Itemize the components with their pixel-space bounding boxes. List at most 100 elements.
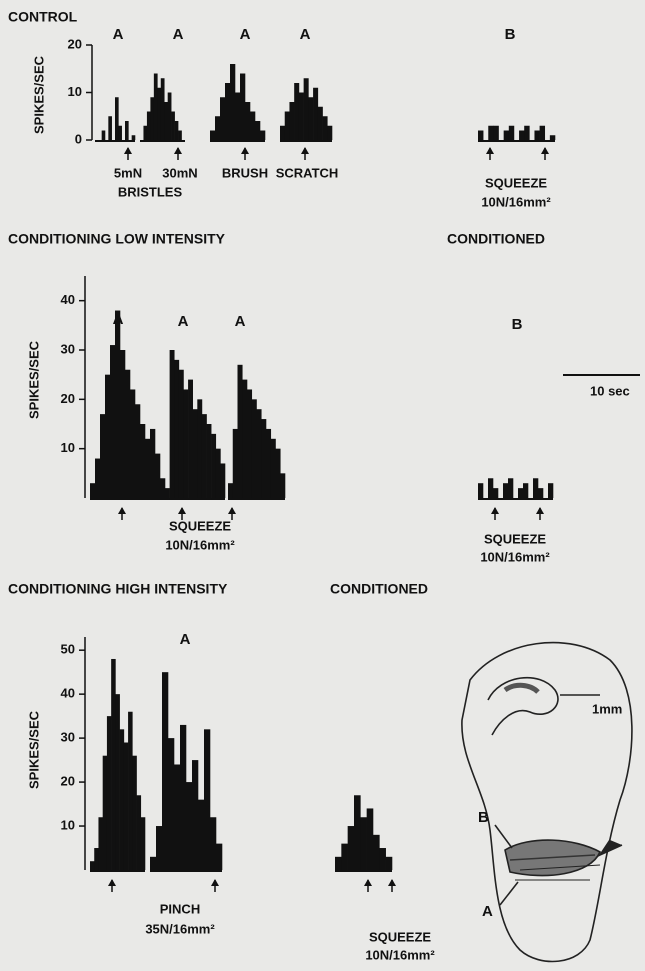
- scale-label: 1mm: [592, 701, 622, 716]
- histogram-bar: [161, 78, 165, 140]
- histogram-bar: [534, 131, 539, 141]
- histogram-bar: [150, 857, 156, 870]
- y-axis-label: SPIKES/SEC: [31, 55, 46, 134]
- panel-label: A: [235, 313, 246, 330]
- histogram-bar: [548, 483, 553, 498]
- histogram-bar: [509, 126, 514, 140]
- histogram-bar: [165, 488, 170, 498]
- histogram-bar: [137, 795, 142, 870]
- histogram-bar: [192, 760, 198, 870]
- histogram-bar: [164, 102, 168, 140]
- y-tick-label: 10: [61, 817, 75, 832]
- histogram-bar: [285, 112, 290, 141]
- chart-subtitle: CONDITIONED: [447, 231, 545, 247]
- histogram-bar: [250, 112, 255, 141]
- stimulus-label: SQUEEZE: [484, 531, 546, 546]
- histogram-bar: [155, 454, 160, 498]
- histogram-bar: [533, 478, 538, 498]
- histogram-bar: [94, 848, 99, 870]
- histogram-bar: [335, 857, 342, 870]
- chart-title: CONDITIONING HIGH INTENSITY: [8, 581, 228, 597]
- arrow-head: [301, 147, 309, 154]
- histogram-bar: [210, 817, 216, 870]
- histogram-bar: [135, 404, 140, 498]
- histogram-bar: [304, 78, 309, 140]
- histogram-bar: [211, 434, 216, 498]
- histogram-bar: [128, 712, 133, 870]
- histogram-bar: [115, 311, 120, 498]
- histogram-bar: [186, 782, 192, 870]
- histogram-bar: [233, 429, 238, 498]
- histogram-bar: [125, 121, 129, 140]
- histogram-bar: [150, 429, 155, 498]
- stimulus-label: 10N/16mm²: [481, 194, 551, 209]
- histogram-bar: [257, 409, 262, 498]
- histogram-bar: [157, 88, 161, 140]
- panel-label: A: [113, 26, 124, 43]
- histogram-bar: [102, 131, 106, 141]
- histogram-bar: [140, 424, 145, 498]
- figure: 1mm B A CONTROLSPIKES/SEC01020AAAAB5mN30…: [0, 0, 645, 971]
- histogram-bar: [105, 375, 110, 498]
- histogram-bar: [230, 64, 235, 140]
- panel-label: A: [300, 26, 311, 43]
- histogram-bar: [154, 74, 158, 141]
- y-tick-label: 40: [61, 292, 75, 307]
- histogram-bar: [235, 93, 240, 141]
- stimulus-label: 10N/16mm²: [480, 549, 550, 564]
- stimulus-label: BRUSH: [222, 165, 268, 180]
- histogram-bar: [493, 126, 498, 140]
- y-tick-label: 10: [61, 440, 75, 455]
- histogram-bar: [110, 345, 115, 498]
- histogram-bar: [503, 483, 508, 498]
- histogram-bar: [519, 131, 524, 141]
- histogram-bar: [524, 126, 529, 140]
- diagram-label: A: [482, 903, 493, 920]
- histogram-bar: [120, 350, 125, 498]
- y-tick-label: 20: [61, 774, 75, 789]
- histogram-bar: [348, 826, 355, 870]
- histogram-bar: [171, 112, 175, 141]
- histogram-bar: [276, 449, 281, 498]
- histogram-bar: [107, 716, 112, 870]
- histogram-bar: [280, 473, 285, 498]
- histogram-bar: [90, 483, 95, 498]
- arrow-head: [108, 879, 116, 886]
- histogram-bar: [367, 808, 374, 870]
- y-tick-label: 20: [68, 36, 82, 51]
- histogram-bar: [150, 97, 154, 140]
- stimulus-label: BRISTLES: [118, 184, 183, 199]
- y-tick-label: 20: [61, 391, 75, 406]
- histogram-bar: [147, 112, 151, 141]
- y-tick-label: 30: [61, 341, 75, 356]
- stimulus-label: SQUEEZE: [485, 175, 547, 190]
- histogram-bar: [318, 107, 323, 140]
- y-tick-label: 0: [75, 131, 82, 146]
- histogram-bar: [260, 131, 265, 141]
- histogram-bar: [197, 399, 202, 498]
- histogram-bar: [180, 725, 186, 870]
- histogram-bar: [255, 121, 260, 140]
- panel-label: A: [240, 26, 251, 43]
- histogram-bar: [215, 116, 220, 140]
- stimulus-label: SQUEEZE: [169, 518, 231, 533]
- histogram-bar: [540, 126, 545, 140]
- histogram-bar: [354, 795, 361, 870]
- histogram-bar: [488, 478, 493, 498]
- histogram-bar: [207, 424, 212, 498]
- histogram-bar: [178, 131, 182, 141]
- histogram-bar: [111, 659, 116, 870]
- histogram-bar: [220, 463, 225, 498]
- stimulus-label: SQUEEZE: [369, 929, 431, 944]
- stimulus-label: 35N/16mm²: [145, 921, 215, 936]
- histogram-bar: [95, 459, 100, 498]
- histogram-bar: [90, 861, 95, 870]
- histogram-bar: [504, 131, 509, 141]
- histogram-bar: [174, 360, 179, 498]
- histogram-bar: [308, 97, 313, 140]
- diagram-label: B: [478, 809, 489, 826]
- arrow-head: [118, 507, 126, 514]
- histogram-bar: [238, 365, 243, 498]
- histogram-bar: [323, 116, 328, 140]
- panel-label: A: [178, 313, 189, 330]
